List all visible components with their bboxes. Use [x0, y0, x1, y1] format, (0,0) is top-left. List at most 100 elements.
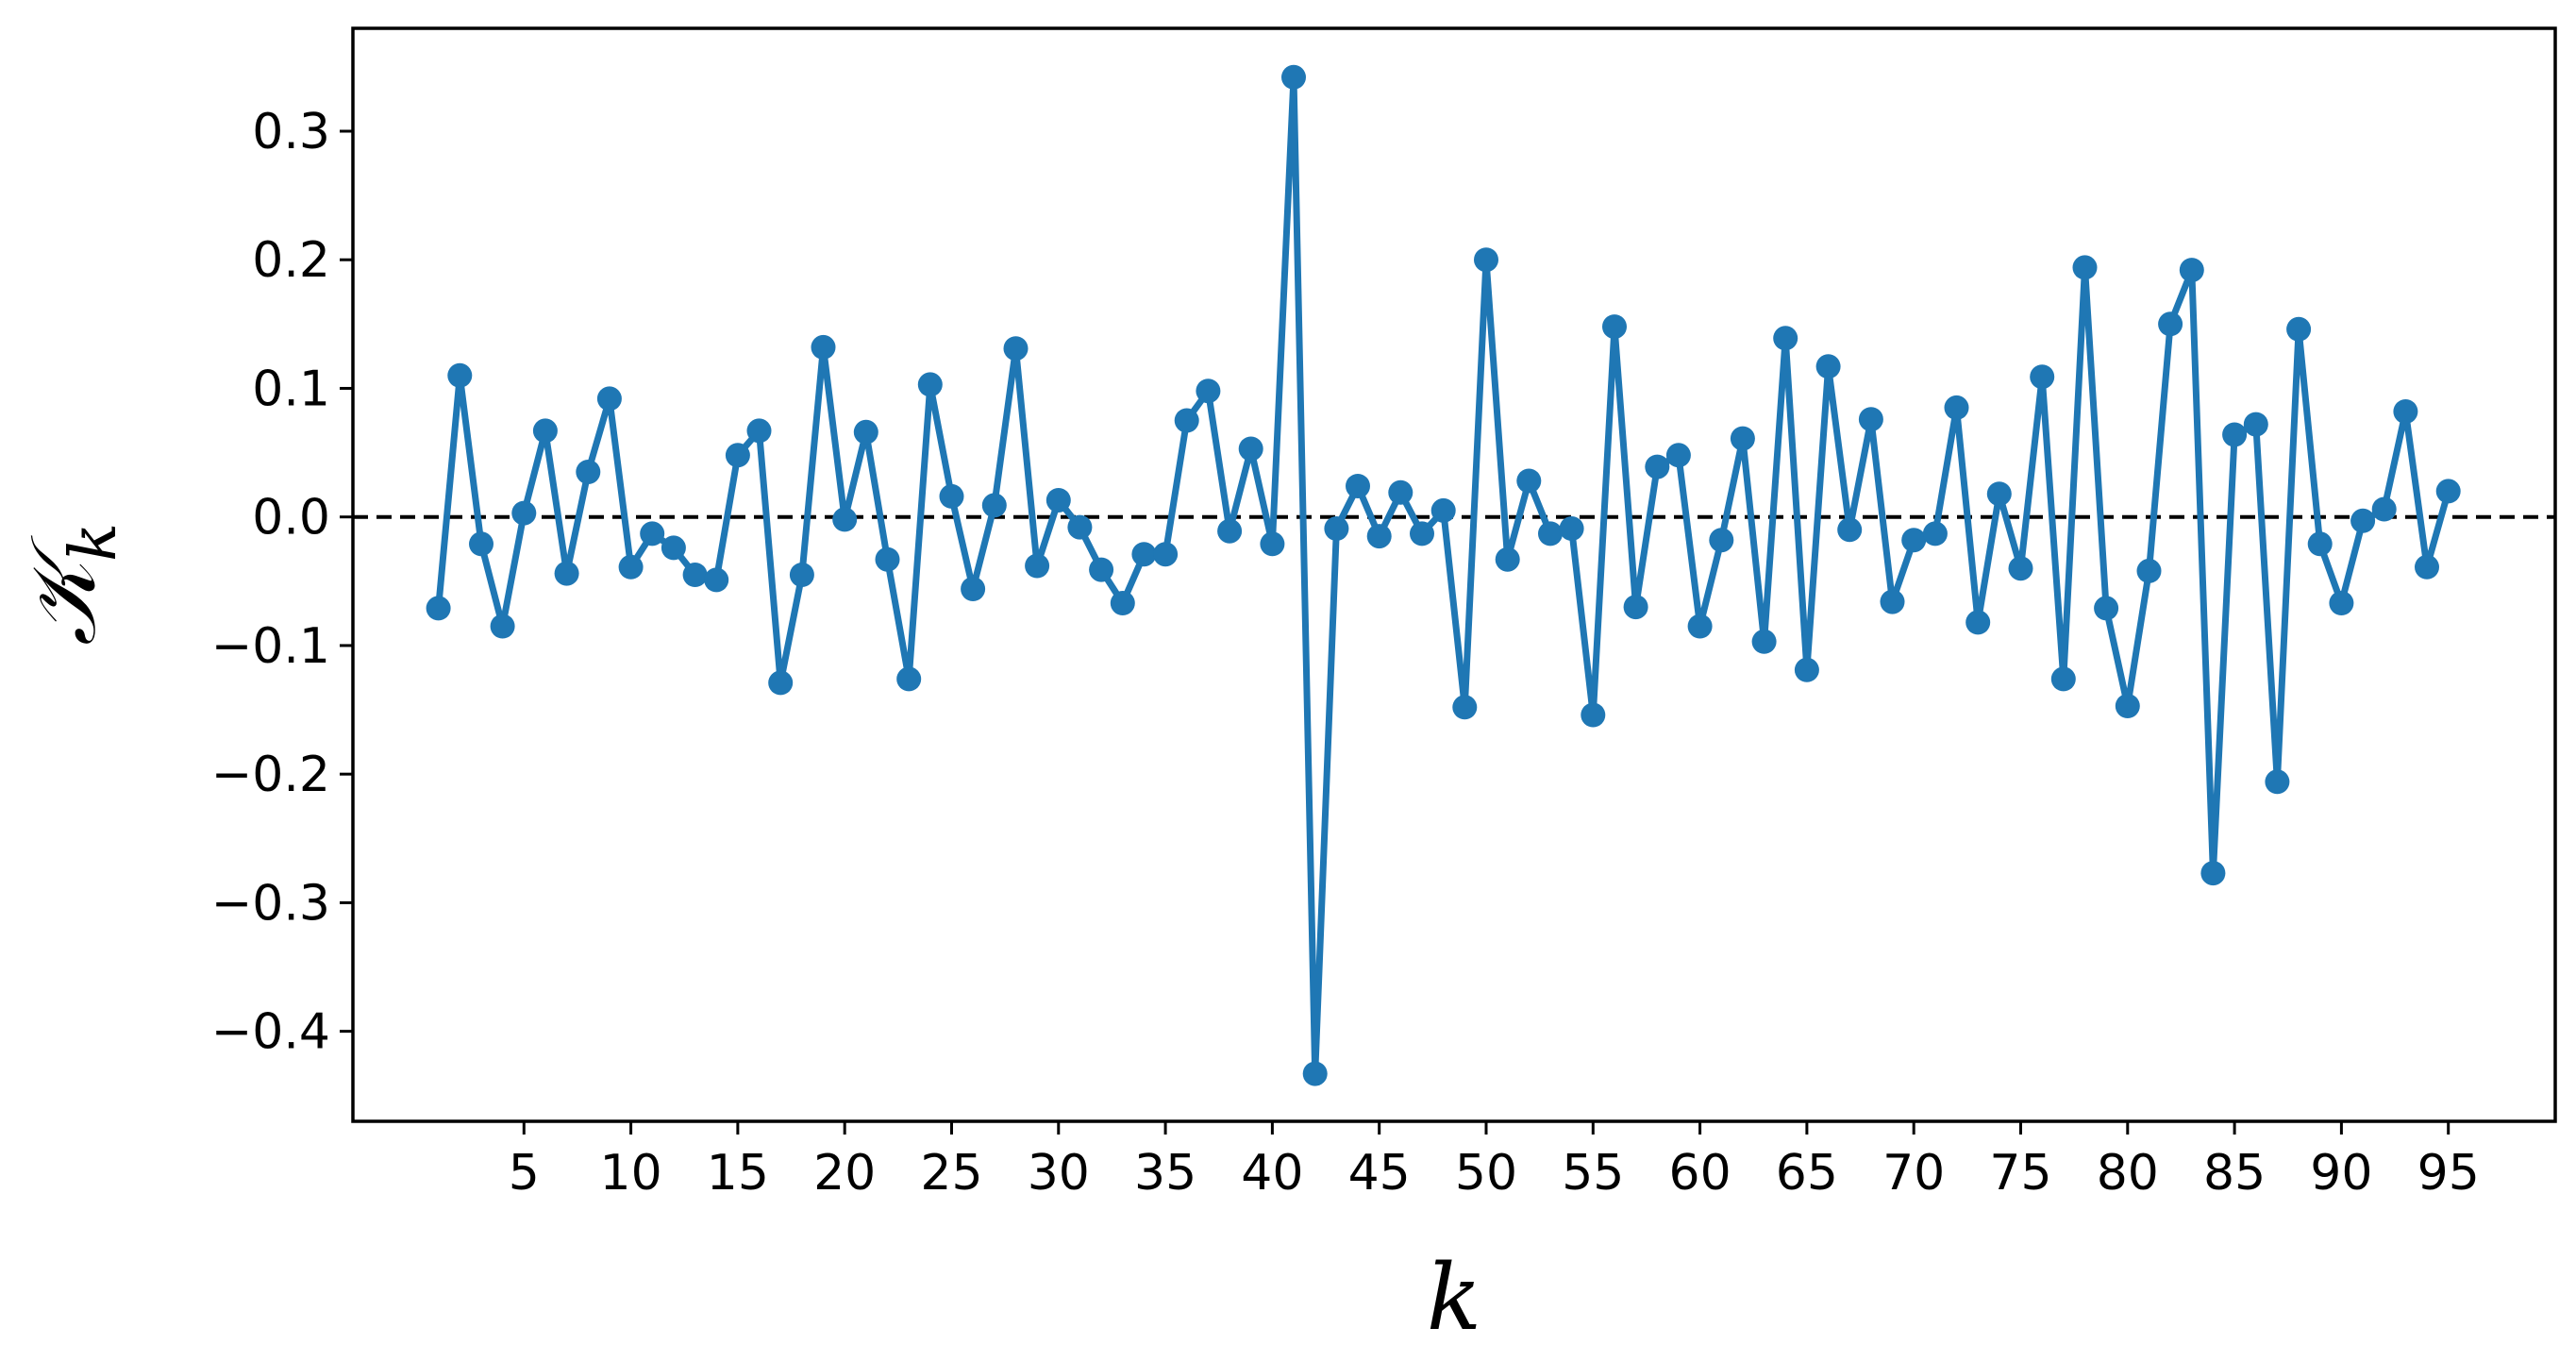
- data-point: [1430, 497, 1456, 523]
- x-tick-label: 90: [2310, 1145, 2372, 1202]
- data-point: [1709, 528, 1734, 553]
- data-point: [704, 567, 729, 593]
- data-point: [2222, 422, 2248, 447]
- y-tick-label: −0.3: [211, 875, 330, 932]
- x-tick-label: 35: [1134, 1145, 1196, 1202]
- y-axis-ticks: 0.3 0.2 0.1 0.0 −0.1 −0.2 −0.3 −0.4: [211, 104, 353, 1061]
- y-axis-label: 𝒦k: [10, 523, 131, 646]
- data-point: [2286, 316, 2312, 342]
- data-point: [1837, 517, 1863, 543]
- data-point: [1366, 524, 1392, 549]
- data-point: [2094, 596, 2119, 621]
- data-point: [1045, 488, 1071, 513]
- data-point: [961, 577, 986, 601]
- data-point: [1025, 553, 1050, 579]
- data-point: [2371, 496, 2397, 522]
- data-point: [1623, 595, 1648, 620]
- data-point: [2393, 399, 2418, 424]
- data-point: [2008, 556, 2033, 581]
- data-point: [1110, 591, 1135, 615]
- data-point: [2115, 694, 2140, 718]
- x-tick-label: 45: [1348, 1145, 1411, 1202]
- x-tick-label: 80: [2097, 1145, 2159, 1202]
- y-axis-label-subscript: k: [57, 523, 131, 562]
- data-point: [1260, 531, 1285, 557]
- data-point: [853, 419, 878, 445]
- x-tick-label: 20: [813, 1145, 876, 1202]
- data-point: [661, 535, 686, 561]
- data-point: [939, 483, 964, 509]
- y-tick-label: −0.2: [211, 747, 330, 803]
- data-point: [1089, 557, 1114, 582]
- y-tick-label: 0.2: [252, 232, 330, 289]
- x-tick-label: 85: [2203, 1145, 2266, 1202]
- x-tick-label: 65: [1776, 1145, 1838, 1202]
- data-point: [1196, 378, 1221, 404]
- data-point: [1302, 1061, 1328, 1086]
- data-point: [596, 386, 622, 412]
- data-point: [1965, 610, 1991, 635]
- data-point: [2329, 591, 2354, 615]
- x-tick-label: 15: [707, 1145, 769, 1202]
- data-point: [2265, 769, 2290, 795]
- x-axis-label: k: [1427, 1245, 1481, 1345]
- data-point: [554, 561, 579, 586]
- data-point: [1581, 702, 1606, 728]
- svg-text:𝒦k: 𝒦k: [10, 523, 131, 646]
- data-point: [2307, 531, 2333, 557]
- x-tick-label: 75: [1989, 1145, 2051, 1202]
- data-point: [1516, 468, 1542, 494]
- data-point: [811, 334, 836, 360]
- y-tick-label: −0.4: [211, 1004, 330, 1061]
- data-point: [1238, 436, 1263, 462]
- data-point: [1153, 542, 1179, 567]
- data-point: [490, 614, 515, 639]
- x-tick-label: 25: [920, 1145, 982, 1202]
- data-point: [1986, 481, 2012, 507]
- data-point: [1388, 479, 1413, 505]
- series-layer: [426, 64, 2461, 1086]
- data-point: [511, 500, 537, 526]
- y-tick-label: 0.1: [252, 361, 330, 417]
- data-point: [1174, 408, 1199, 433]
- data-point: [447, 362, 473, 388]
- data-point: [896, 666, 922, 692]
- data-point: [469, 531, 493, 557]
- data-point: [640, 521, 665, 546]
- data-point: [725, 443, 750, 468]
- data-point: [1452, 695, 1478, 720]
- data-point: [2179, 258, 2204, 283]
- data-point: [1324, 516, 1349, 541]
- data-point: [2030, 364, 2055, 390]
- data-point: [1645, 454, 1670, 479]
- data-point: [1281, 64, 1306, 90]
- data-point: [1794, 657, 1819, 682]
- data-point: [1131, 542, 1157, 567]
- data-point: [1067, 514, 1093, 540]
- data-point: [746, 418, 772, 444]
- data-point: [2200, 861, 2226, 886]
- y-tick-label: 0.0: [252, 490, 330, 546]
- x-tick-label: 70: [1882, 1145, 1945, 1202]
- x-tick-label: 5: [509, 1145, 540, 1202]
- data-point: [2050, 666, 2076, 692]
- x-tick-label: 10: [599, 1145, 661, 1202]
- data-point: [682, 563, 708, 587]
- x-axis-ticks: 5 10 15 20 25 30 35 40 45 50 55 60 65 70 75 80 85 90 95: [509, 1121, 2480, 1202]
- data-point: [1773, 326, 1798, 351]
- x-tick-label: 40: [1241, 1145, 1303, 1202]
- data-point: [1665, 443, 1691, 468]
- data-point: [1880, 589, 1905, 614]
- x-tick-label: 30: [1028, 1145, 1090, 1202]
- data-point: [1346, 474, 1370, 498]
- plot-frame: [351, 26, 2557, 1123]
- data-point: [1559, 516, 1584, 541]
- data-point: [1944, 395, 1969, 420]
- x-tick-label: 55: [1562, 1145, 1624, 1202]
- data-point: [789, 563, 814, 587]
- data-point: [1858, 407, 1883, 432]
- data-point: [1003, 336, 1029, 361]
- y-tick-label: −0.1: [211, 618, 330, 675]
- data-point: [1410, 521, 1434, 546]
